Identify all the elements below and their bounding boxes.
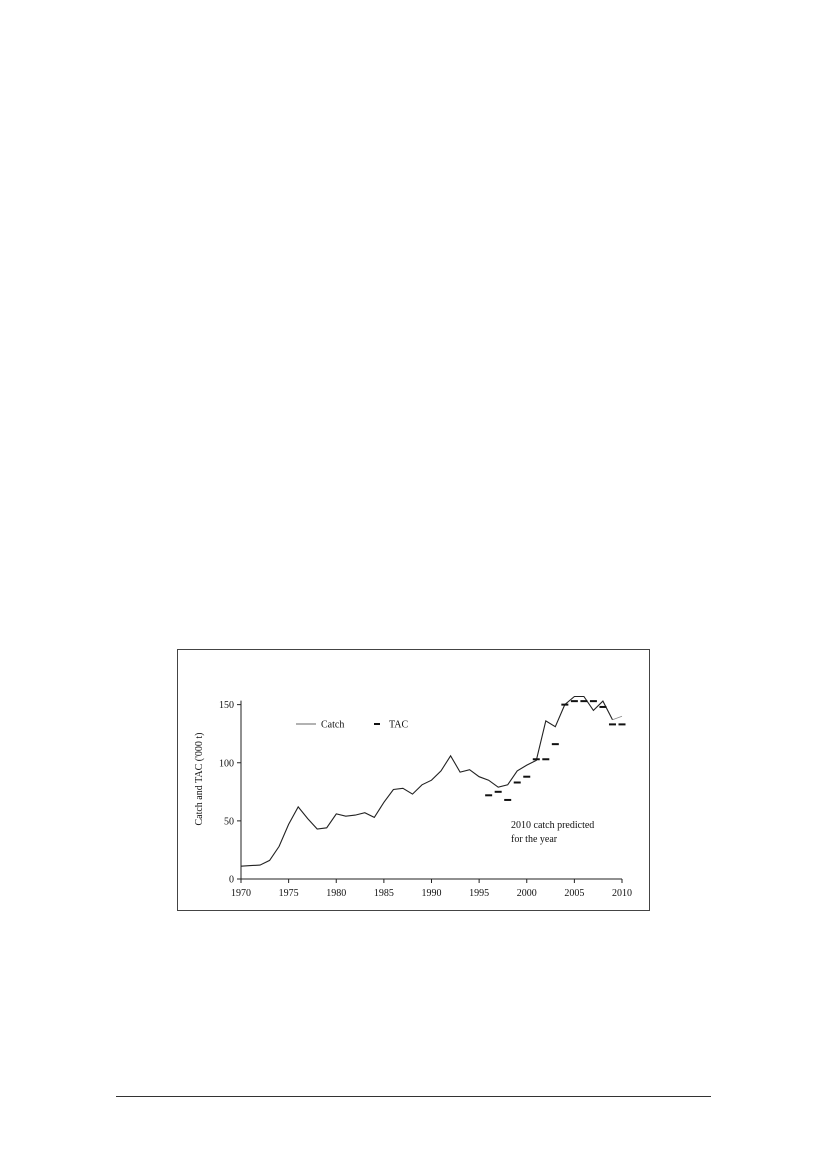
- x-tick-label: 1990: [422, 888, 442, 899]
- catch-tac-chart: 0 50 100 150 1970 1975 1980 1985 1990 1995 2000 200…: [194, 695, 632, 899]
- y-tick-label: 150: [219, 700, 234, 711]
- x-tick-label: 1980: [326, 888, 346, 899]
- x-tick-label: 2010: [612, 888, 632, 899]
- annotation-line-2: for the year: [511, 834, 558, 845]
- legend-tac-label: TAC: [389, 720, 409, 731]
- catch-predicted-line: [612, 715, 623, 721]
- x-tick-label: 1970: [231, 888, 251, 899]
- axes: 0 50 100 150 1970 1975 1980 1985 1990 1995 2000 200…: [219, 700, 632, 899]
- y-tick-label: 100: [219, 758, 234, 769]
- x-tick-label: 2000: [517, 888, 537, 899]
- x-tick-label: 1975: [279, 888, 299, 899]
- x-tick-label: 1995: [469, 888, 489, 899]
- x-tick-label: 1985: [374, 888, 394, 899]
- y-tick-label: 50: [224, 816, 234, 827]
- legend-catch-label: Catch: [321, 720, 344, 731]
- annotation-line-1: 2010 catch predicted: [511, 820, 594, 831]
- figure-frame: 0 50 100 150 1970 1975 1980 1985 1990 1995 2000 200…: [177, 649, 650, 911]
- x-tick-label: 2005: [564, 888, 584, 899]
- y-axis-label: Catch and TAC ('000 t): [194, 732, 205, 825]
- catch-series-line: [240, 695, 613, 867]
- footer-rule: [116, 1096, 711, 1097]
- legend: Catch TAC: [296, 720, 409, 731]
- y-tick-label: 0: [229, 875, 234, 886]
- chart-marks: [240, 695, 626, 867]
